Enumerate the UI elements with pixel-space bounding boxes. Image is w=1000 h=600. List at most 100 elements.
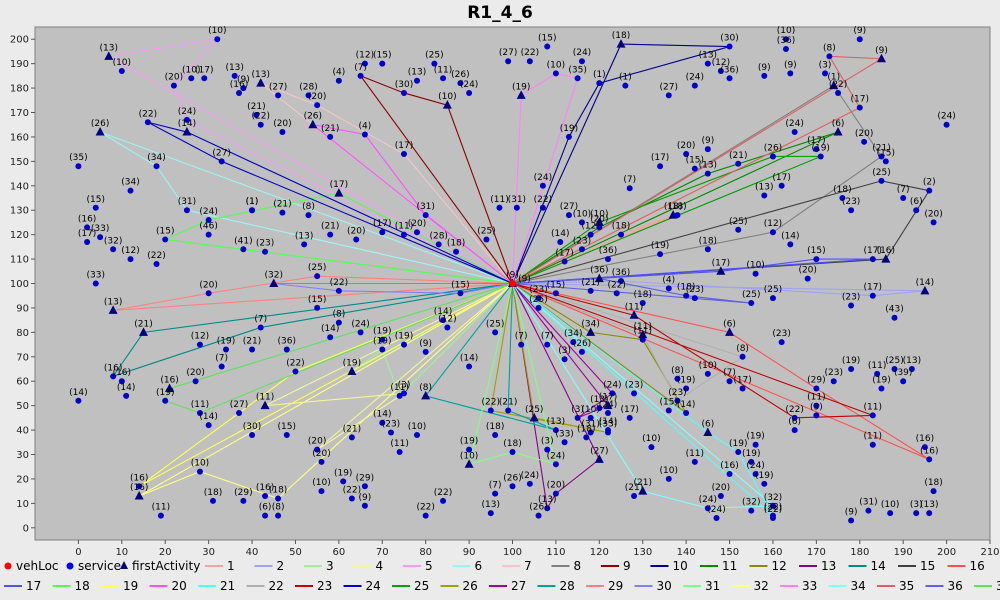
service-point (804, 275, 811, 282)
point-label: (22) (416, 503, 434, 513)
point-label: (33) (599, 420, 617, 430)
service-point (926, 510, 933, 517)
service-point (118, 378, 125, 385)
point-label: (15) (660, 398, 678, 408)
point-label: (13) (225, 63, 243, 73)
service-point (327, 334, 334, 341)
point-label: (11) (191, 400, 209, 410)
point-label: (17) (620, 405, 638, 415)
point-label: (14) (178, 119, 196, 129)
point-label: (2) (923, 178, 936, 188)
service-point (769, 229, 776, 236)
first-activity-marker (725, 327, 735, 336)
service-point (305, 212, 312, 219)
service-point (305, 92, 312, 99)
first-activity-marker (594, 454, 604, 463)
point-label: (12) (121, 246, 139, 256)
service-point (826, 53, 833, 60)
service-point (657, 251, 664, 258)
point-label: (14) (373, 410, 391, 420)
legend-route-label: 21 (220, 579, 235, 593)
first-activity-marker (347, 366, 357, 375)
x-tick-label: 0 (75, 547, 81, 558)
point-label: (11) (390, 383, 408, 393)
service-point (327, 231, 334, 238)
point-label: (21) (321, 222, 339, 232)
service-point (314, 304, 321, 311)
point-label: (3) (819, 60, 832, 70)
point-label: (19) (746, 432, 764, 442)
service-point (162, 397, 169, 404)
service-point (75, 397, 82, 404)
point-label: (17) (330, 180, 348, 190)
first-activity-marker (920, 285, 930, 295)
x-tick-label: 10 (115, 547, 128, 558)
point-label: (16) (160, 376, 178, 386)
point-label: (11) (256, 393, 274, 403)
point-label: (10) (460, 451, 478, 461)
y-tick-label: 40 (16, 426, 29, 437)
point-label: (14) (551, 229, 569, 239)
point-label: (6) (723, 319, 736, 329)
point-label: (1) (619, 73, 632, 83)
service-point (539, 182, 546, 189)
service-point (162, 236, 169, 243)
point-label: (21) (247, 102, 265, 112)
service-point (891, 314, 898, 321)
point-label: (4) (359, 121, 372, 131)
point-label: (36) (720, 65, 738, 75)
first-activity-marker (876, 53, 886, 63)
point-label: (16) (104, 363, 122, 373)
service-point (539, 204, 546, 211)
point-label: (17) (851, 95, 869, 105)
service-point (335, 77, 342, 84)
y-tick-label: 90 (16, 303, 29, 314)
point-label: (20) (308, 437, 326, 447)
first-activity-marker (464, 459, 474, 468)
service-point (865, 507, 872, 514)
service-point (400, 231, 407, 238)
service-point (587, 231, 594, 238)
service-point (578, 219, 585, 226)
point-label: (10) (208, 26, 226, 36)
service-point (400, 151, 407, 158)
service-point (440, 75, 447, 82)
point-label: (10) (777, 26, 795, 36)
service-point (605, 256, 611, 263)
point-label: (34) (147, 153, 165, 163)
service-point (596, 405, 603, 412)
point-label: (19) (343, 358, 361, 368)
service-point (596, 80, 603, 87)
x-tick-label: 70 (376, 547, 389, 558)
service-point (926, 456, 933, 463)
service-point (526, 58, 533, 65)
legend-route-label: 15 (920, 559, 935, 573)
service-point (813, 412, 820, 419)
service-point (492, 431, 499, 438)
point-label: (29) (807, 376, 825, 386)
service-point (726, 471, 733, 478)
service-point (926, 187, 933, 194)
point-label: (3) (398, 380, 411, 390)
point-label: (15) (278, 422, 296, 432)
point-label: (25) (486, 319, 504, 329)
point-label: (13) (538, 495, 556, 505)
legend-route-label: 32 (754, 579, 769, 593)
point-label: (23) (625, 380, 643, 390)
point-label: (24) (785, 119, 803, 129)
point-label: (24) (599, 400, 617, 410)
service-point (314, 102, 321, 109)
chart-title: R1_4_6 (467, 3, 533, 23)
point-label: (22) (286, 358, 304, 368)
point-label: (3) (910, 500, 923, 510)
point-label: (27) (269, 82, 287, 92)
point-label: (10) (881, 500, 899, 510)
service-point (691, 458, 698, 465)
point-label: (19) (842, 356, 860, 366)
first-activity-marker (182, 127, 192, 136)
service-point (535, 512, 542, 519)
point-label: (31) (859, 498, 877, 508)
service-point (496, 204, 503, 211)
point-label: (10) (438, 92, 456, 102)
service-point (422, 512, 429, 519)
